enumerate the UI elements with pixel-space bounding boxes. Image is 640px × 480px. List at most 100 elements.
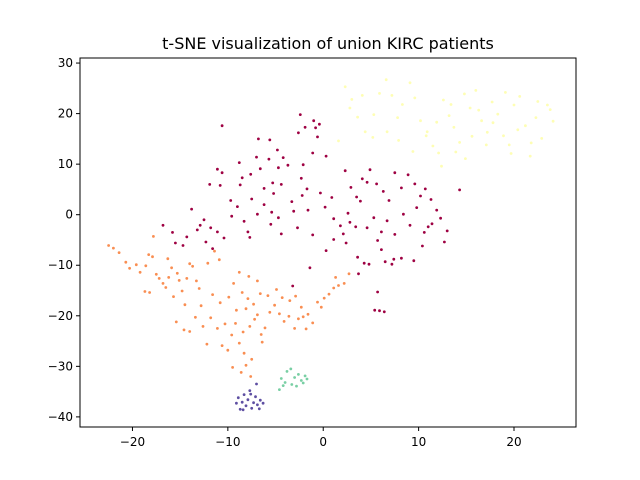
cluster-1-point-59 [195, 228, 199, 232]
cluster-2-point-38 [220, 344, 224, 347]
cluster-4-point-10 [301, 381, 305, 385]
cluster-3-point-13 [425, 130, 429, 134]
cluster-1-point-78 [380, 248, 383, 252]
cluster-4-point-6 [293, 376, 296, 379]
y-tick-label: 0 [65, 208, 73, 222]
cluster-1-point-12 [316, 135, 319, 139]
cluster-1-point-85 [343, 169, 347, 173]
cluster-4-point-3 [285, 370, 289, 373]
cluster-2-point-42 [234, 322, 237, 325]
cluster-1-point-50 [296, 226, 299, 230]
x-tick-label: −10 [215, 435, 240, 449]
cluster-1-point-94 [400, 186, 403, 190]
cluster-2-point-10 [154, 272, 158, 276]
cluster-2-point-9 [151, 255, 154, 259]
cluster-2-point-13 [164, 286, 168, 289]
cluster-3-point-54 [548, 108, 552, 111]
cluster-2-point-56 [211, 293, 215, 296]
cluster-3-point-36 [551, 119, 555, 123]
cluster-2-point-57 [218, 301, 222, 305]
cluster-4-point-4 [289, 367, 293, 371]
cluster-3-point-16 [442, 98, 445, 102]
cluster-1-point-92 [387, 199, 391, 202]
cluster-3-point-58 [454, 150, 458, 154]
cluster-1-point-44 [269, 222, 273, 226]
cluster-2-point-39 [223, 322, 227, 326]
cluster-3-point-34 [540, 137, 544, 140]
cluster-1-point-82 [400, 256, 403, 260]
cluster-1-point-46 [277, 216, 280, 220]
cluster-1-point-42 [256, 212, 259, 216]
cluster-1-points [161, 113, 461, 314]
cluster-1-point-72 [354, 225, 358, 229]
y-tick-label: 30 [58, 56, 73, 70]
cluster-2-point-73 [232, 282, 236, 285]
cluster-2-point-80 [249, 375, 253, 378]
cluster-3-point-20 [464, 157, 467, 161]
cluster-2-point-41 [230, 333, 234, 337]
cluster-1-point-35 [222, 236, 226, 240]
cluster-1-point-114 [408, 223, 412, 227]
cluster-3-point-4 [371, 136, 375, 139]
cluster-1-point-25 [279, 183, 283, 186]
cluster-2-point-89 [311, 321, 315, 325]
cluster-1-point-115 [415, 206, 419, 210]
cluster-1-point-89 [368, 168, 372, 172]
x-tick-label: 0 [319, 435, 327, 449]
cluster-2-point-75 [247, 275, 251, 278]
cluster-2-point-14 [167, 276, 171, 279]
cluster-2-point-22 [191, 264, 195, 268]
cluster-2-point-61 [246, 297, 250, 300]
cluster-1-point-2 [255, 155, 258, 159]
cluster-1-point-70 [344, 241, 348, 245]
cluster-2-point-76 [256, 279, 259, 283]
cluster-5-point-5 [244, 404, 248, 408]
cluster-4-point-9 [299, 379, 303, 382]
cluster-1-point-124 [250, 197, 254, 201]
cluster-1-point-56 [161, 223, 165, 227]
cluster-1-point-96 [413, 182, 417, 186]
cluster-4-point-8 [297, 373, 300, 376]
cluster-1-point-20 [258, 167, 262, 171]
cluster-1-point-5 [281, 156, 285, 160]
y-tick-label: −10 [48, 258, 73, 272]
cluster-1-point-65 [216, 230, 219, 234]
cluster-1-point-14 [220, 171, 224, 175]
cluster-2-point-31 [182, 328, 186, 332]
cluster-5-point-2 [238, 407, 242, 411]
cluster-2-point-55 [199, 304, 203, 308]
cluster-2-point-7 [144, 264, 148, 268]
cluster-2-point-11 [157, 277, 161, 280]
cluster-2-point-72 [217, 258, 221, 262]
cluster-1-point-110 [380, 230, 383, 234]
cluster-1-point-22 [267, 157, 271, 161]
cluster-3-point-46 [449, 103, 453, 106]
cluster-5-point-0 [235, 401, 238, 405]
cluster-3-points [337, 78, 555, 168]
cluster-1-point-40 [246, 230, 250, 234]
cluster-1-point-121 [376, 290, 379, 294]
cluster-1-point-87 [355, 195, 358, 199]
cluster-3-point-10 [408, 81, 412, 85]
cluster-2-point-46 [248, 325, 252, 328]
cluster-2-point-51 [268, 310, 272, 314]
cluster-2-point-35 [205, 342, 209, 346]
cluster-3-point-32 [528, 154, 532, 158]
cluster-1-point-118 [373, 308, 377, 312]
cluster-3-point-1 [350, 98, 354, 101]
cluster-1-point-123 [270, 210, 274, 214]
cluster-2-point-34 [201, 325, 205, 328]
cluster-1-point-79 [383, 260, 387, 264]
cluster-1-point-98 [423, 187, 427, 191]
cluster-2-point-88 [306, 312, 310, 316]
cluster-2-point-79 [244, 363, 248, 367]
cluster-2-point-58 [227, 295, 231, 299]
cluster-2-point-77 [231, 366, 235, 369]
cluster-2-point-67 [288, 299, 292, 302]
cluster-1-point-76 [367, 262, 371, 266]
cluster-1-point-112 [393, 233, 397, 236]
cluster-5-point-15 [241, 408, 245, 412]
cluster-2-point-54 [282, 320, 286, 323]
cluster-1-point-54 [319, 191, 322, 195]
cluster-1-point-129 [458, 188, 461, 192]
